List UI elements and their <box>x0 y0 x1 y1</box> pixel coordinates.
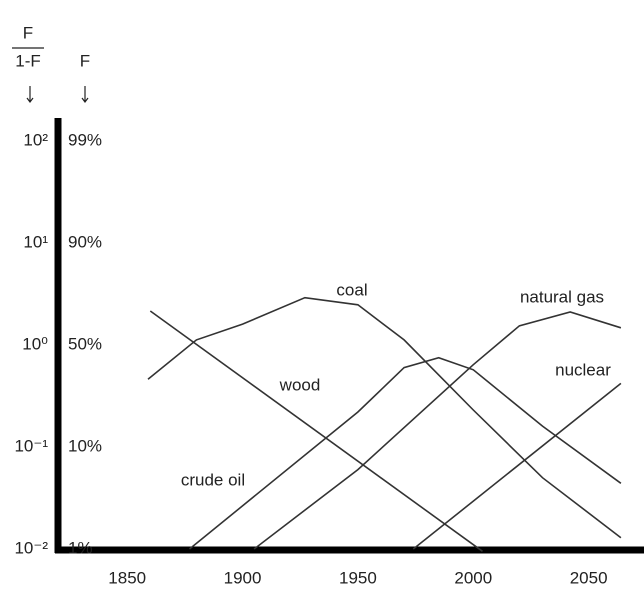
y-label-numerator: F <box>23 23 33 42</box>
x-tick-label: 2000 <box>454 568 492 587</box>
series-label: crude oil <box>181 470 245 489</box>
y-tick-label: 10² <box>23 130 48 149</box>
series-label: natural gas <box>520 287 604 306</box>
y-label-denominator: 1-F <box>15 51 41 70</box>
y-tick-label: 10⁻² <box>14 538 48 557</box>
series-label: nuclear <box>555 360 611 379</box>
y2-tick-label: 10% <box>68 436 102 455</box>
series-line <box>188 356 622 550</box>
y2-label: F <box>80 51 90 70</box>
y-tick-label: 10⁻¹ <box>14 436 48 455</box>
x-tick-label: 1900 <box>224 568 262 587</box>
arrows <box>26 86 89 103</box>
x-tick-label: 1950 <box>339 568 377 587</box>
y-tick-label: 10⁰ <box>22 334 48 353</box>
series-line <box>147 296 622 539</box>
y2-tick-label: 90% <box>68 232 102 251</box>
series-label: wood <box>279 375 321 394</box>
series-label: coal <box>336 280 367 299</box>
series-line <box>149 310 483 552</box>
x-tick-label: 2050 <box>570 568 608 587</box>
x-tick-label: 1850 <box>108 568 146 587</box>
y-tick-label: 10¹ <box>23 232 48 251</box>
series-line <box>412 382 622 550</box>
y2-tick-label: 99% <box>68 130 102 149</box>
y2-tick-label: 1% <box>68 538 93 557</box>
y2-tick-label: 50% <box>68 334 102 353</box>
series-line <box>253 311 622 550</box>
